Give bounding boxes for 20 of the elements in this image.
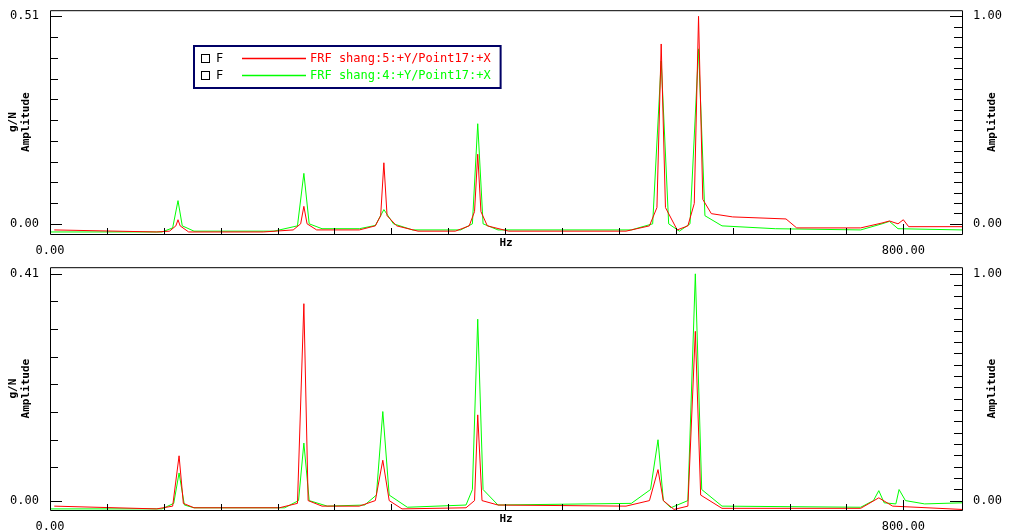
y2-tick-label: 0.00 — [973, 492, 1002, 507]
y2-tick-label: 0.00 — [973, 215, 1002, 230]
y-axis-title: g/N Amplitude — [6, 91, 33, 152]
y-tick-label: 0.41 — [10, 265, 39, 280]
y-axis-title: g/N Amplitude — [6, 358, 33, 419]
y2-tick-label: 1.00 — [973, 265, 1002, 280]
text: FRF shang:5:+Y/Point17:+X — [310, 50, 492, 65]
y2-axis-title: Amplitude — [984, 358, 998, 419]
text: FRF shang:4:+Y/Point17:+X — [310, 67, 492, 82]
x-tick-label: 800.00 — [881, 243, 926, 258]
y-tick-label: 0.51 — [10, 8, 39, 23]
x-axis-title: Hz — [499, 236, 513, 250]
y-tick-label: 0.00 — [10, 492, 39, 507]
y-tick-label: 0.00 — [10, 215, 39, 230]
annotation: F — [216, 67, 224, 82]
x-tick-label: 800.00 — [881, 519, 926, 531]
y2-tick-label: 1.00 — [973, 8, 1002, 23]
annotation: F — [216, 50, 224, 65]
y2-axis-title: Amplitude — [984, 91, 998, 152]
x-axis-title: Hz — [499, 512, 513, 526]
